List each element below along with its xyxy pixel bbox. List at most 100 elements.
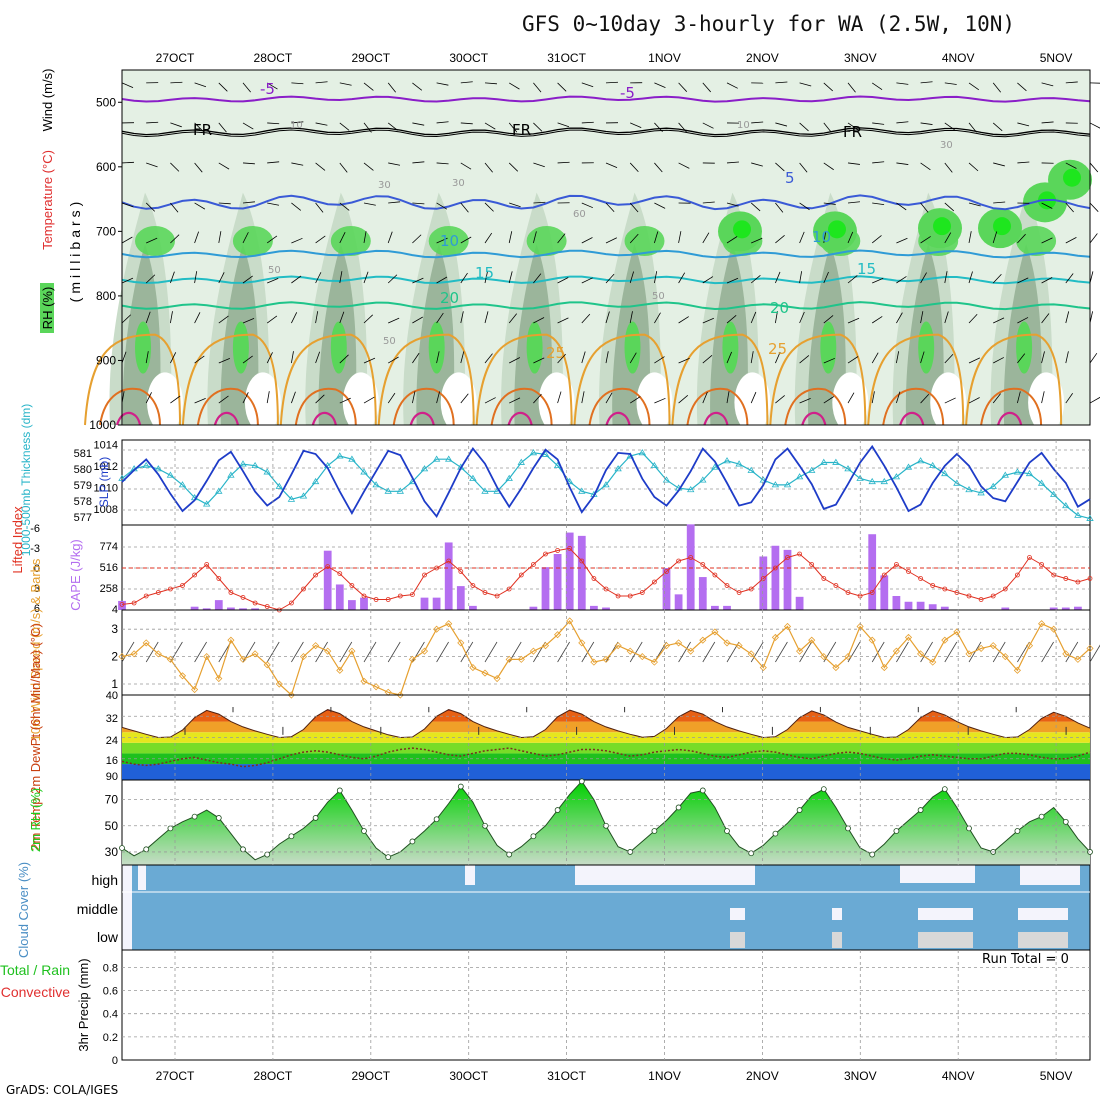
lifted-index-marker (204, 562, 210, 567)
wind-barb (968, 82, 980, 91)
wind-speed-marker (953, 628, 961, 636)
wind-barb (387, 82, 396, 93)
surface-wind-barb (1041, 641, 1054, 663)
lifted-index-marker (192, 572, 198, 578)
cape-tick-label: 516 (100, 562, 118, 574)
surface-wind-barb (775, 641, 788, 663)
surface-wind-barb (533, 641, 546, 663)
rh-dry-pocket (244, 372, 281, 433)
thickness-marker (541, 450, 550, 457)
wind-barb (484, 82, 497, 85)
wind-barb (1041, 391, 1045, 404)
wind-barb (751, 237, 763, 244)
wind-speed-marker (650, 658, 658, 666)
thickness-marker (638, 449, 647, 456)
wind-barb (412, 161, 425, 164)
date-label-bottom: 4NOV (942, 1069, 975, 1083)
surface-wind-barb (170, 641, 183, 663)
rh2m-marker (1014, 828, 1021, 834)
thickness-marker (747, 466, 755, 473)
contour-label: -5 (620, 84, 635, 102)
wind-barb (823, 82, 833, 92)
rh-dry-pocket (636, 372, 673, 433)
wind-barb (218, 122, 227, 133)
thickness-marker (578, 487, 586, 494)
wind-barb (702, 232, 710, 244)
wind-barb (484, 311, 489, 324)
wind-barb (170, 352, 177, 364)
lifted-index-marker (325, 564, 331, 569)
wind-barb (121, 314, 131, 324)
grads-credit: GrADS: COLA/IGES (6, 1083, 119, 1097)
contour-label: FR (193, 121, 212, 139)
wind-barb (315, 122, 328, 126)
rh-moist-core (624, 321, 641, 374)
wind-speed-marker (312, 642, 320, 650)
wind-barb (1041, 313, 1050, 324)
thickness-marker (154, 465, 163, 472)
wind-barb (823, 357, 835, 364)
isotherm-35-loop (997, 411, 1023, 426)
wind-barb (194, 271, 198, 284)
cloud-mid-gap (730, 908, 745, 920)
rh2m-marker (264, 851, 271, 858)
wind-barb (678, 316, 689, 324)
lifted-index-marker (301, 586, 306, 592)
wind-barb (678, 122, 687, 133)
contour-label: 30 (452, 178, 465, 189)
thickness-marker (142, 461, 150, 469)
wind-speed-marker (941, 636, 949, 644)
lifted-index-marker (216, 576, 222, 581)
cape-bar (759, 556, 768, 610)
lifted-index-marker (1075, 579, 1081, 585)
wind-barb (412, 277, 424, 284)
wind-barb (1089, 122, 1100, 129)
wind-speed-marker (783, 622, 792, 631)
wind-speed-marker (251, 650, 259, 658)
wind-speed-marker (227, 636, 235, 644)
lifted-index-marker (652, 579, 657, 585)
surface-wind-barb (315, 641, 328, 663)
wind-barb (267, 202, 280, 206)
thickness-marker (517, 458, 526, 465)
lifted-index-marker (119, 602, 125, 607)
temp-color-band (122, 753, 1090, 765)
pressure-tick-label: 700 (96, 224, 116, 238)
wind-barb (871, 82, 883, 91)
lifted-index-marker (821, 576, 827, 581)
isotherm-25-loop (279, 333, 377, 426)
wind-barb (557, 391, 562, 404)
wind-barb (1017, 353, 1026, 364)
wind-barb (605, 351, 609, 364)
lifted-index-marker (240, 595, 246, 600)
lifted-index-marker (446, 558, 452, 564)
wind-barb (871, 316, 883, 324)
isotherm-25-loop (867, 333, 965, 426)
wind-barb (218, 231, 222, 244)
rh2m-marker (385, 854, 392, 861)
rh-moist-mid (330, 226, 371, 257)
contour-label: 5 (785, 169, 795, 187)
rh-dry-pocket (538, 372, 575, 433)
rh-saturated-core (1063, 168, 1081, 187)
wind-barb (218, 395, 229, 404)
wind-barb (121, 236, 133, 244)
isotherm-35-loop (899, 411, 925, 426)
lifted-index-marker (131, 600, 137, 606)
wind-barb (847, 317, 860, 324)
isotherm-10 (121, 249, 1091, 259)
rh-dry-pocket (440, 372, 477, 433)
wind-barb (823, 396, 835, 404)
lifted-index-axis-label: Lifted Index (10, 506, 25, 574)
lifted-index-marker (1027, 555, 1032, 560)
rh2m-marker (941, 786, 948, 793)
thickness-marker (481, 487, 489, 494)
lifted-index-marker (869, 590, 875, 595)
cloud-level-label: middle (77, 901, 118, 917)
wind-barb (968, 231, 972, 244)
rh2m-marker (312, 815, 319, 821)
wind-barb (944, 122, 955, 131)
wind-barb (896, 82, 909, 85)
wind-speed-marker (554, 631, 562, 639)
cape-bar (590, 605, 598, 610)
